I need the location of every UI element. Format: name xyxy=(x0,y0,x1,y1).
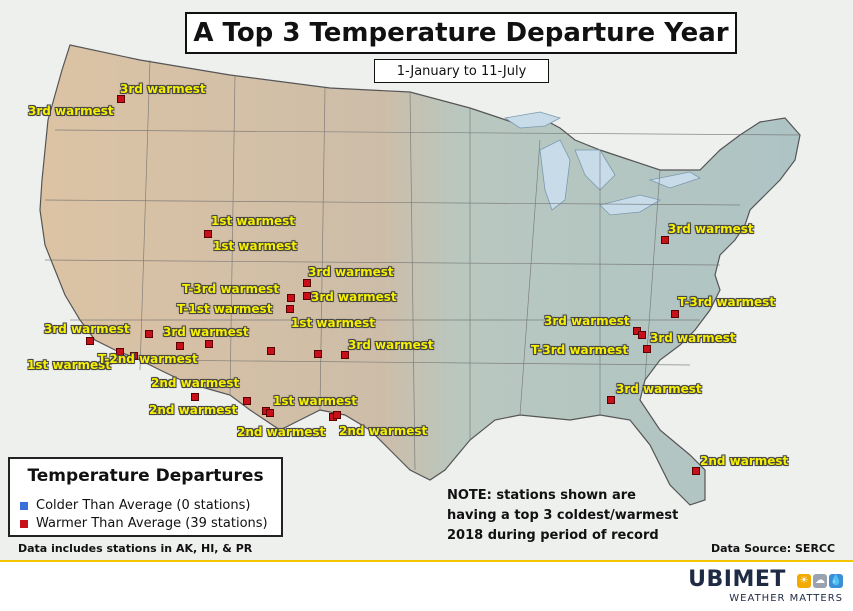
station-label: 3rd warmest xyxy=(44,322,130,336)
station-label: 3rd warmest xyxy=(163,325,249,339)
station-marker xyxy=(607,396,615,404)
station-marker xyxy=(266,409,274,417)
station-label: 2nd warmest xyxy=(237,425,326,439)
sun-icon: ☀ xyxy=(797,573,811,588)
station-label: 1st warmest xyxy=(27,358,112,372)
station-label: T-3rd warmest xyxy=(678,295,776,309)
station-marker xyxy=(243,397,251,405)
ubimet-logo: UBIMET ☀ ☁ 💧 WEATHER MATTERS xyxy=(688,567,843,604)
station-label: T-3rd warmest xyxy=(531,343,629,357)
station-marker xyxy=(333,411,341,419)
bottom-bar xyxy=(0,560,853,611)
station-marker xyxy=(692,467,700,475)
cloud-icon: ☁ xyxy=(813,573,827,588)
station-marker xyxy=(314,350,322,358)
station-label: 3rd warmest xyxy=(120,82,206,96)
station-label: 1st warmest xyxy=(291,316,376,330)
raindrop-icon: 💧 xyxy=(829,573,843,588)
station-marker xyxy=(205,340,213,348)
station-marker xyxy=(341,351,349,359)
station-marker xyxy=(116,348,124,356)
station-label: 1st warmest xyxy=(273,394,358,408)
legend-item-colder: Colder Than Average (0 stations) xyxy=(20,498,250,513)
station-label: 1st warmest xyxy=(213,239,298,253)
station-marker xyxy=(661,236,669,244)
legend-label-colder: Colder Than Average (0 stations) xyxy=(36,498,251,513)
station-marker xyxy=(191,393,199,401)
warmer-swatch xyxy=(20,519,28,528)
station-marker xyxy=(286,305,294,313)
station-marker xyxy=(643,345,651,353)
legend-item-warmer: Warmer Than Average (39 stations) xyxy=(20,516,268,531)
station-label: T-3rd warmest xyxy=(182,282,280,296)
title-box: A Top 3 Temperature Departure Year xyxy=(185,12,737,54)
station-label: 3rd warmest xyxy=(544,314,630,328)
station-marker xyxy=(671,310,679,318)
station-marker xyxy=(303,279,311,287)
station-marker xyxy=(287,294,295,302)
station-label: 3rd warmest xyxy=(308,265,394,279)
station-label: 3rd warmest xyxy=(668,222,754,236)
station-marker xyxy=(303,292,311,300)
footnote-source: Data Source: SERCC xyxy=(711,542,836,555)
station-label: 3rd warmest xyxy=(348,338,434,352)
station-label: 1st warmest xyxy=(211,214,296,228)
station-marker xyxy=(204,230,212,238)
us-map xyxy=(0,0,853,560)
colder-swatch xyxy=(20,501,28,510)
station-label: 3rd warmest xyxy=(311,290,397,304)
station-marker xyxy=(130,352,138,360)
logo-wordmark: UBIMET xyxy=(688,567,786,592)
station-label: 2nd warmest xyxy=(339,424,428,438)
station-marker xyxy=(638,331,646,339)
station-label: 2nd warmest xyxy=(149,403,238,417)
station-marker xyxy=(86,337,94,345)
station-label: 3rd warmest xyxy=(616,382,702,396)
station-marker xyxy=(176,342,184,350)
station-label: 2nd warmest xyxy=(700,454,789,468)
weather-tiles: ☀ ☁ 💧 xyxy=(795,570,843,589)
map-title: A Top 3 Temperature Departure Year xyxy=(193,18,729,48)
station-marker xyxy=(267,347,275,355)
footnote-stations: Data includes stations in AK, HI, & PR xyxy=(18,542,253,555)
map-subtitle: 1-January to 11-July xyxy=(396,63,527,79)
subtitle-box: 1-January to 11-July xyxy=(374,59,549,83)
station-label: 2nd warmest xyxy=(151,376,240,390)
great-lakes xyxy=(503,111,701,216)
legend-title: Temperature Departures xyxy=(27,466,264,486)
legend: Temperature Departures Colder Than Avera… xyxy=(8,457,283,537)
station-label: T-1st warmest xyxy=(177,302,273,316)
station-marker xyxy=(117,95,125,103)
station-label: 3rd warmest xyxy=(650,331,736,345)
station-label: T-2nd warmest xyxy=(98,352,198,366)
logo-tagline: WEATHER MATTERS xyxy=(729,593,843,604)
legend-label-warmer: Warmer Than Average (39 stations) xyxy=(36,516,268,531)
station-marker xyxy=(145,330,153,338)
station-label: 3rd warmest xyxy=(28,104,114,118)
note-text: NOTE: stations shown are having a top 3 … xyxy=(447,488,679,543)
